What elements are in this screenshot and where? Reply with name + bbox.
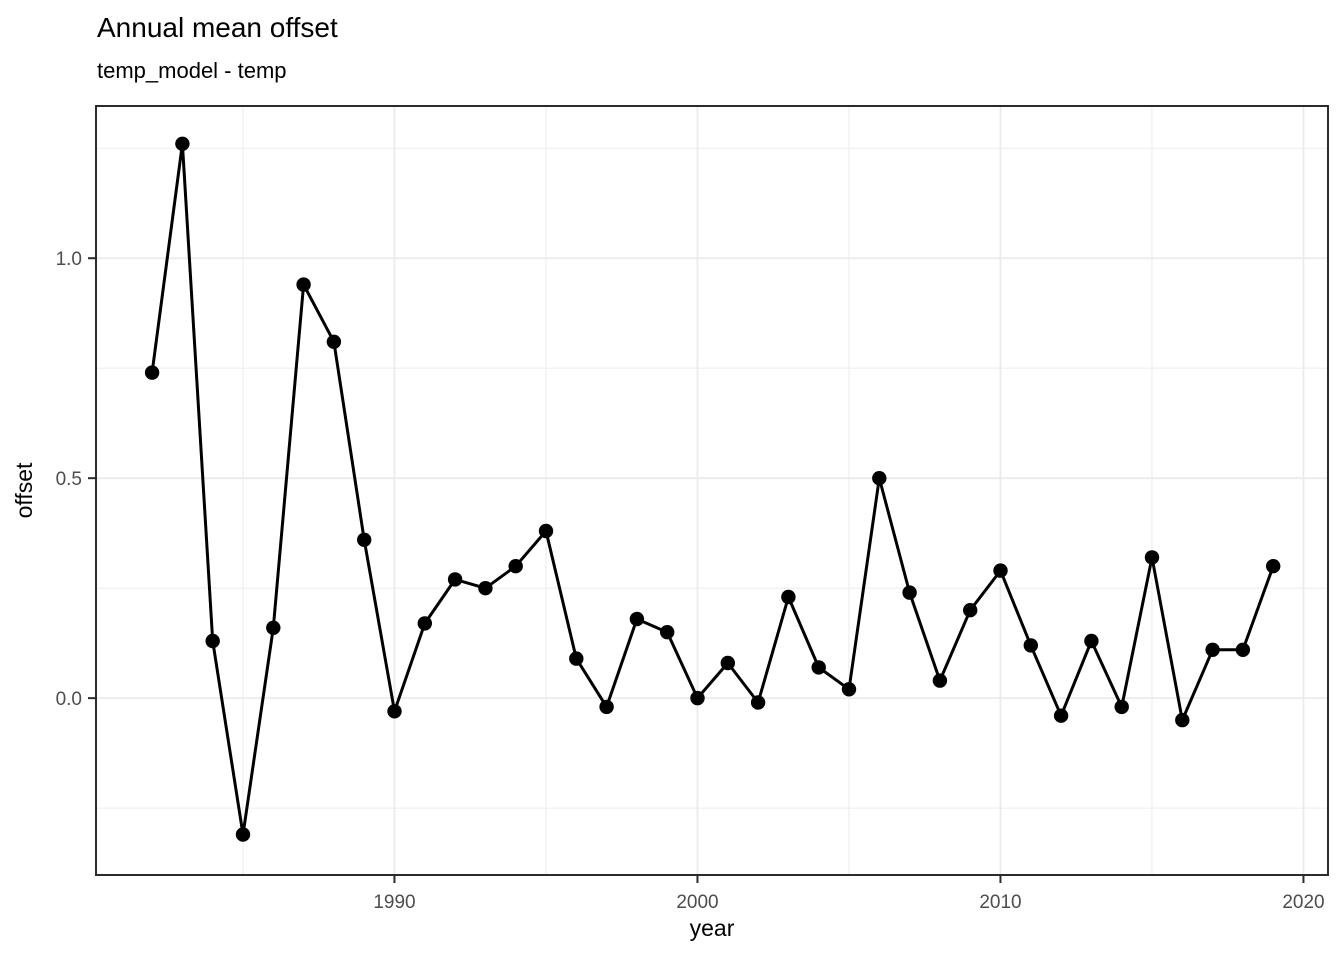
- data-point: [205, 633, 220, 649]
- data-point: [235, 827, 251, 842]
- data-point: [266, 620, 281, 635]
- data-point: [447, 572, 463, 587]
- series-line: [150, 142, 1275, 836]
- minor-gridlines: [96, 106, 1328, 875]
- data-point: [660, 625, 675, 640]
- data-point: [963, 603, 978, 618]
- data-point: [569, 651, 584, 666]
- x-axis-title: year: [690, 915, 735, 941]
- data-point: [357, 532, 372, 547]
- data-point: [872, 471, 887, 486]
- x-tick-label: 1990: [373, 892, 415, 913]
- data-point: [1114, 699, 1129, 715]
- data-point: [478, 581, 493, 596]
- y-axis-title: offset: [11, 462, 37, 518]
- data-point: [1084, 633, 1099, 649]
- data-point: [1175, 712, 1190, 728]
- chart-subtitle: temp_model - temp: [97, 58, 287, 83]
- data-point: [690, 690, 705, 706]
- data-point: [1266, 559, 1281, 574]
- major-gridlines: [96, 106, 1328, 875]
- data-point: [902, 585, 917, 600]
- data-point: [811, 660, 826, 675]
- data-point: [599, 699, 614, 715]
- data-point: [1235, 642, 1251, 657]
- data-point: [417, 616, 432, 631]
- data-point: [1205, 642, 1220, 657]
- y-tick-label: 0.0: [56, 689, 82, 710]
- data-point: [932, 673, 948, 688]
- data-point: [781, 589, 796, 605]
- axis-tick-labels: 1990 2000 2010 2020 0.0 0.5 1.0: [56, 249, 1325, 913]
- data-point: [1053, 708, 1069, 723]
- data-point: [750, 695, 766, 710]
- axis-tick-marks: [88, 257, 1305, 883]
- data-point: [841, 682, 857, 697]
- y-tick-label: 0.5: [56, 469, 82, 490]
- data-point: [993, 563, 1008, 578]
- data-point: [144, 365, 160, 380]
- data-point: [175, 136, 190, 151]
- data-point: [1023, 638, 1038, 653]
- data-point: [538, 523, 554, 539]
- data-point: [720, 655, 735, 671]
- data-point: [326, 334, 342, 349]
- y-tick-label: 1.0: [56, 249, 82, 270]
- chart-title: Annual mean offset: [97, 12, 338, 43]
- data-point: [508, 559, 523, 574]
- data-point: [1144, 550, 1160, 565]
- offset-line-series: [144, 136, 1281, 842]
- x-tick-label: 2020: [1282, 892, 1324, 913]
- data-point: [296, 277, 311, 292]
- x-tick-label: 2010: [979, 892, 1021, 913]
- x-tick-label: 2000: [676, 892, 718, 913]
- data-point: [387, 704, 402, 719]
- panel-border: [95, 105, 1329, 876]
- data-point: [629, 611, 645, 627]
